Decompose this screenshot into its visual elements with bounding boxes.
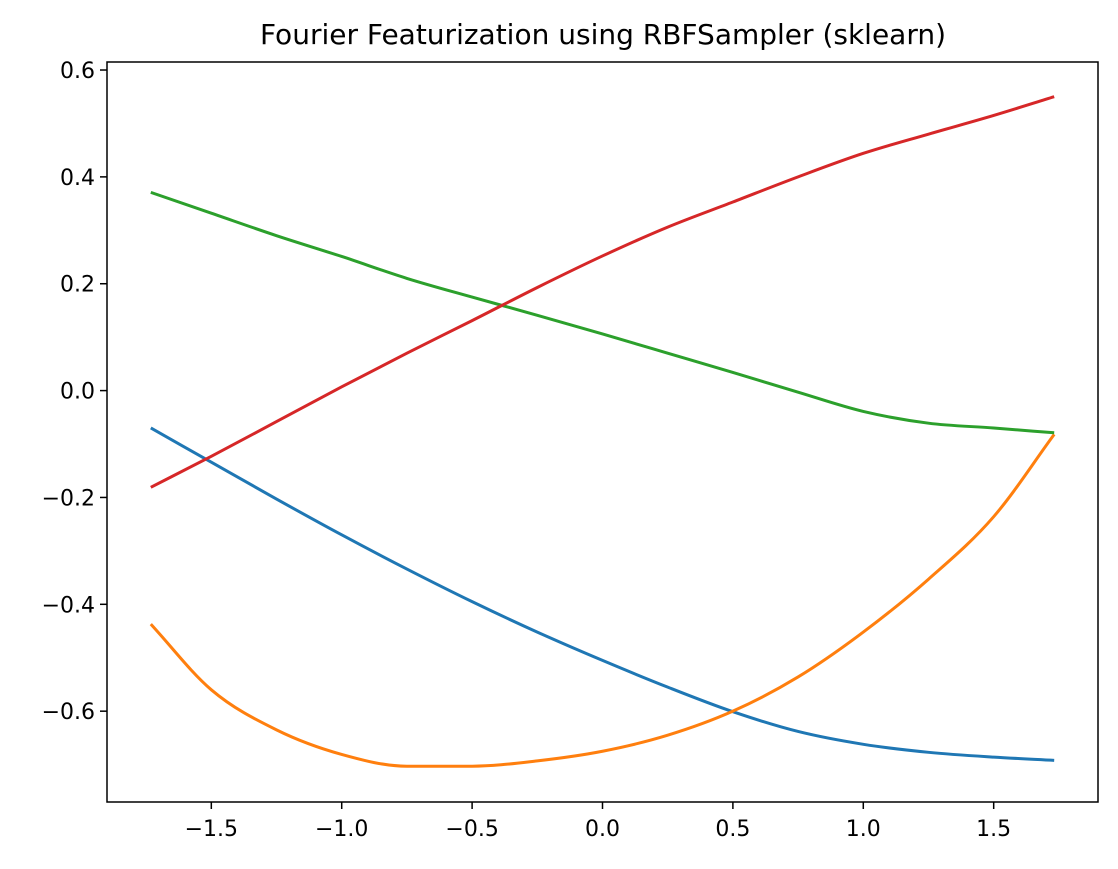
y-tick-label: 0.2 bbox=[60, 273, 95, 298]
y-tick-label: −0.4 bbox=[42, 593, 95, 618]
x-tick-label: 1.0 bbox=[846, 817, 881, 842]
series-line-3 bbox=[150, 190, 1055, 435]
x-tick-label: 1.5 bbox=[976, 817, 1011, 842]
series-line-2 bbox=[149, 433, 1056, 768]
x-axis: −1.5 −1.0 −0.5 0.0 0.5 1.0 1.5 bbox=[185, 802, 1011, 842]
x-tick-label: −0.5 bbox=[445, 817, 498, 842]
y-tick-label: −0.6 bbox=[42, 700, 95, 725]
y-axis: −0.6 −0.4 −0.2 0.0 0.2 0.4 0.6 bbox=[42, 59, 107, 725]
y-tick-label: 0.4 bbox=[60, 166, 95, 191]
x-tick-label: −1.0 bbox=[315, 817, 368, 842]
series-layer bbox=[149, 95, 1056, 768]
x-tick-label: 0.0 bbox=[585, 817, 620, 842]
y-tick-label: −0.2 bbox=[42, 486, 95, 511]
chart-title: Fourier Featurization using RBFSampler (… bbox=[260, 18, 946, 51]
y-tick-label: 0.0 bbox=[60, 380, 95, 405]
x-tick-label: −1.5 bbox=[185, 817, 238, 842]
series-line-1 bbox=[150, 426, 1055, 762]
series-line-4 bbox=[150, 95, 1055, 489]
x-tick-label: 0.5 bbox=[715, 817, 750, 842]
y-tick-label: 0.6 bbox=[60, 59, 95, 84]
